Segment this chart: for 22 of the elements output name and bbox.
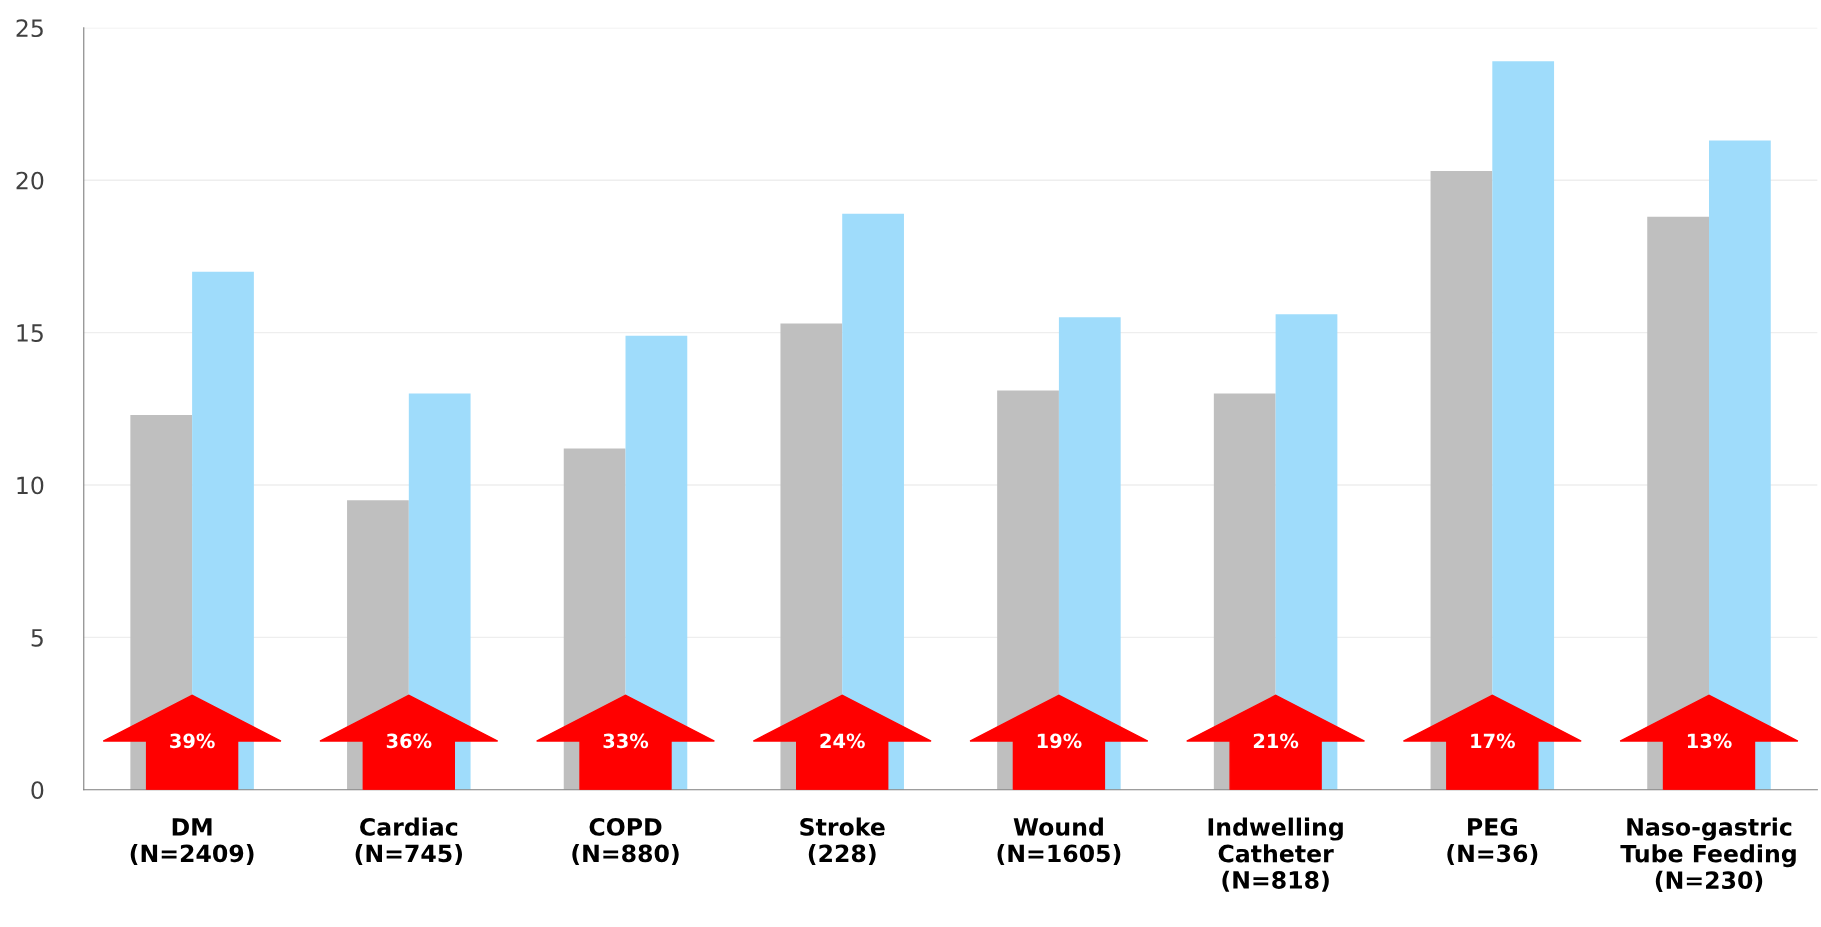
y-tick-label: 0	[31, 781, 44, 800]
annotation: 33%	[603, 733, 649, 749]
annotation: 17%	[1471, 733, 1515, 749]
annotation: 36%	[386, 733, 432, 749]
x-tick-label: DM (N=2409)	[130, 818, 254, 866]
x-tick-label: COPD (N=880)	[572, 818, 679, 866]
x-tick-label: Wound (N=1605)	[997, 817, 1121, 866]
y-tick-label: 20	[16, 171, 44, 190]
y-tick-label: 10	[17, 476, 44, 495]
y-tick-label: 25	[16, 19, 43, 38]
x-tick-label: Cardiac (N=745)	[355, 817, 462, 866]
y-tick-label: 5	[31, 629, 43, 647]
annotation: 24%	[820, 733, 865, 749]
y-tick-label: 15	[17, 324, 43, 342]
x-tick-label: Naso-gastric Tube Feeding (N=230)	[1620, 817, 1796, 892]
annotation: 19%	[1037, 733, 1082, 749]
annotation: 39%	[170, 733, 215, 749]
annotation: 13%	[1687, 733, 1732, 749]
x-tick-label: Indwelling Catheter (N=818)	[1208, 817, 1343, 892]
annotation: 21%	[1253, 733, 1299, 749]
x-tick-label: PEG (N=36)	[1447, 818, 1538, 866]
x-tick-label: Stroke (228)	[800, 817, 885, 866]
